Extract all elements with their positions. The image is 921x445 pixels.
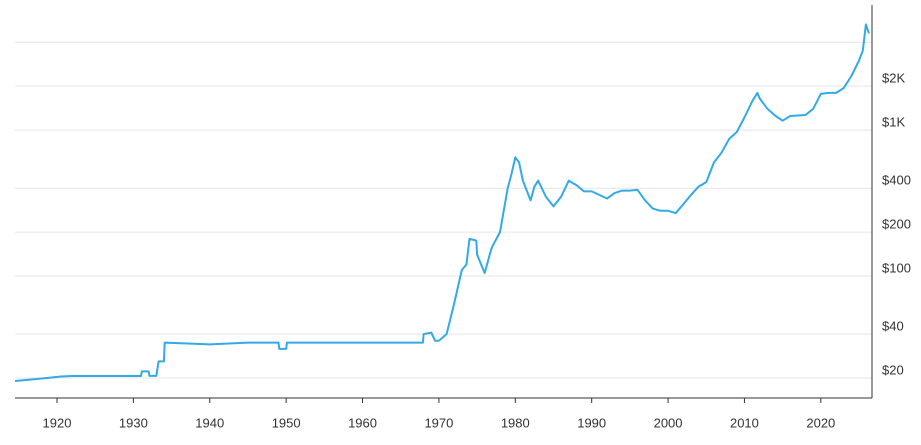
x-tick-label: 2000 [654, 415, 683, 430]
x-tick-label: 1920 [43, 415, 72, 430]
x-tick-label: 1970 [424, 415, 453, 430]
x-tick-label: 1990 [577, 415, 606, 430]
y-tick-label: $40 [882, 319, 904, 334]
x-tick-label: 2020 [806, 415, 835, 430]
price-line [14, 23, 870, 382]
y-tick-label: $20 [882, 362, 904, 377]
x-tick-label: 1980 [501, 415, 530, 430]
y-tick-label: $200 [882, 217, 911, 232]
y-tick-label: $1K [882, 115, 905, 130]
x-tick-label: 1960 [348, 415, 377, 430]
x-tick-label: 1950 [272, 415, 301, 430]
y-tick-label: $2K [882, 71, 905, 86]
y-tick-label: $100 [882, 260, 911, 275]
x-tick-label: 1940 [195, 415, 224, 430]
y-tick-label: $400 [882, 173, 911, 188]
x-tick-label: 2010 [730, 415, 759, 430]
x-tick-label: 1930 [119, 415, 148, 430]
